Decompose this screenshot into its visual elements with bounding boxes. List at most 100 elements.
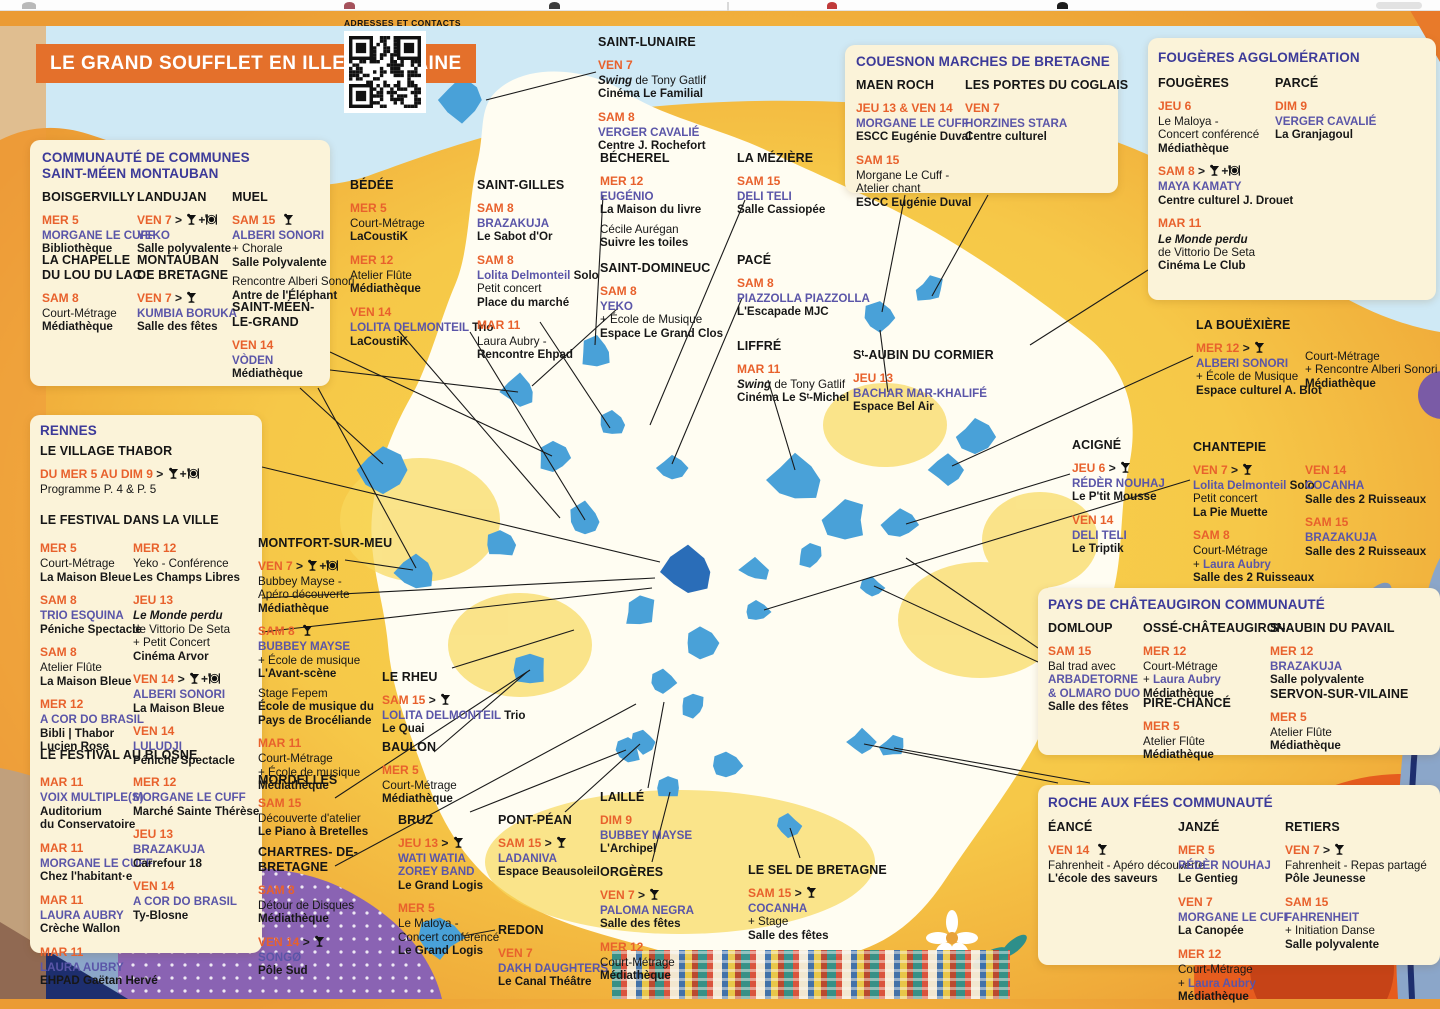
event-date: SAM 8 — [42, 290, 79, 305]
event-date-row: SAM 8 — [1193, 525, 1305, 544]
event: JEU 13 > WATI WATIA ZOREY BAND Le Grand Lo… — [398, 833, 516, 893]
event-date: VEN 14 — [258, 934, 300, 949]
event: SAM 8 VERGER CAVALIÉ Centre J. Rochefort — [598, 107, 738, 153]
event-date: VEN 7 — [258, 558, 293, 573]
event: MER 5 Atelier Flûte Médiathèque — [1270, 707, 1430, 753]
event-line: Court-Métrage — [600, 956, 675, 969]
event: MAR 11 LAURA AUBRY Crèche Wallon — [40, 890, 130, 936]
event-date-row: MER 12 — [40, 694, 130, 713]
event-date: VEN 7 — [1285, 842, 1320, 857]
event-date-row: VEN 14 — [133, 721, 258, 740]
date-separator: > — [1105, 460, 1120, 475]
event-date: SAM 8 — [477, 200, 514, 215]
browser-tab-icon[interactable] — [344, 2, 355, 9]
event-date: SAM 15 — [498, 835, 542, 850]
event-line: + École de Musique — [1196, 370, 1299, 384]
event-line: Découverte d'atelier — [258, 811, 361, 825]
town-block-saint-m-en-le-grand: SAINT-MÉEN- LE-GRAND VEN 14 VÒDEN Médiathèq… — [232, 300, 322, 387]
town-name: BRUZ — [398, 813, 434, 827]
line-segment: de Tony Gatlif — [771, 377, 846, 391]
event-line: L'Archipel — [600, 842, 657, 856]
event: MER 5 Court-Métrage Médiathèque — [382, 760, 492, 806]
event-date-row: SAM 15 > — [382, 690, 532, 709]
event-date: SAM 15 — [1285, 894, 1329, 909]
aperitif-glass-icon — [1119, 461, 1132, 474]
event-line: LAURA AUBRY — [40, 908, 124, 922]
panel-title-chateaugiron: PAYS DE CHÂTEAUGIRON COMMUNAUTÉ — [1048, 597, 1325, 612]
event-date-row: MER 5 — [382, 760, 492, 779]
event-date: MAR 11 — [258, 736, 302, 751]
event-line: ESCC Eugénie Duval — [856, 130, 972, 144]
aperitif-glass-icon — [306, 559, 319, 572]
town-name: ACIGNÉ — [1072, 438, 1122, 452]
browser-tab-icon[interactable] — [549, 2, 560, 9]
event-date: SAM 15 — [737, 173, 781, 188]
browser-tab-icon[interactable] — [1057, 2, 1068, 9]
town-name: LA MÉZIÈRE — [737, 151, 814, 165]
line-segment: Trio — [468, 321, 494, 335]
browser-tab-icon[interactable] — [827, 2, 837, 9]
date-separator: > — [171, 212, 186, 227]
event-date-row: MER 12 > — [1196, 338, 1346, 357]
event: SAM 8 TRIO ESQUINA Péniche Spectacle — [40, 590, 142, 636]
event-date-row: VEN 14 — [1072, 510, 1182, 529]
aperitif-glass-icon — [648, 888, 661, 901]
event-date-row: SAM 15 — [856, 150, 961, 169]
town-name: PACÉ — [737, 253, 772, 267]
date-separator: > — [438, 835, 452, 850]
event-line: Espace Le Grand Clos — [600, 326, 724, 340]
event-date: VEN 7 — [137, 212, 172, 227]
event: VEN 7 > Lolita Delmonteil Solo Petit conc… — [1193, 460, 1315, 520]
event-date: SAM 15 — [748, 885, 792, 900]
line-segment: Laura Aubry — [1188, 976, 1256, 990]
town-name: FOUGÈRES — [1158, 76, 1229, 90]
event: SAM 8 PIAZZOLLA PIAZZOLLA L'Escapade MJC — [737, 273, 887, 319]
town-name: OSSÉ-CHÂTEAUGIRON — [1143, 621, 1286, 635]
event-date-row: MER 12 — [1143, 641, 1268, 660]
event-date-row: MAR 11 — [40, 942, 130, 961]
line-segment: + — [1178, 976, 1188, 990]
event-line: COCANHA — [748, 901, 808, 915]
browser-tab-icon[interactable] — [22, 2, 36, 9]
event-line: LOLITA DELMONTEIL Trio — [350, 321, 493, 334]
event: SAM 8 Détour de Disques Médiathèque — [258, 880, 368, 926]
event-date-row: JEU 13 — [133, 590, 258, 609]
event: VEN 14 COCANHA Salle des 2 Ruisseaux — [1305, 460, 1440, 506]
event-line: Pôle Jeunesse — [1285, 872, 1366, 886]
town-block-saint-domineuc: SAINT-DOMINEUC SAM 8 YEKO + École de Musiqu… — [600, 261, 740, 346]
event: MAR 11 VOIX MULTIPLE(S) Auditorium du Conse… — [40, 772, 143, 832]
event-date: MER 12 — [600, 173, 644, 188]
event-date: MER 5 — [40, 541, 77, 555]
event-line: Salle des 2 Ruisseaux — [1305, 492, 1427, 506]
plus-sign: + — [201, 672, 209, 686]
town-name: ÉANCÉ — [1048, 820, 1093, 834]
event-line: LaCoustiK — [350, 334, 408, 348]
event-date-row: SAM 15 — [737, 171, 847, 190]
event-date: SAM 15 — [856, 152, 900, 167]
event-line: Péniche Spectacle — [133, 753, 235, 767]
event-date-row: VEN 14 > — [258, 932, 368, 951]
event-date-row: VEN 7 > + — [258, 556, 393, 575]
event-line: Centre culturel — [965, 130, 1047, 144]
aperitif-glass-icon — [452, 836, 465, 849]
event: MAR 11 Laura Aubry - Rencontre Ehpad — [477, 315, 597, 361]
event-line: Antre de l'Éléphant — [232, 288, 338, 302]
town-name: LE FESTIVAL DANS LA VILLE — [40, 513, 219, 527]
event-date-row: MER 5 — [1178, 840, 1283, 859]
event-date-row: SAM 8 — [598, 107, 738, 126]
event-date-row: JEU 13 — [133, 824, 258, 843]
event-date-row: SAM 8 — [40, 590, 130, 609]
event: VEN 7 > KUMBIA BORUKA Salle des fêtes — [137, 288, 237, 334]
event-date: SAM 8 — [600, 283, 637, 298]
plus-sign: + — [179, 466, 187, 481]
event-line: Atelier Flûte — [1143, 734, 1205, 748]
town-block-le-festival-au-blosne: LE FESTIVAL AU BLOSNE — [40, 748, 255, 768]
town-block-maen-roch: MAEN ROCH JEU 13 & VEN 14 MORGANE LE CUFF E… — [856, 78, 972, 215]
date-separator: > — [299, 934, 314, 949]
browser-control[interactable] — [1376, 2, 1422, 9]
event: VEN 14 LOLITA DELMONTEIL Trio LaCoustiK — [350, 302, 493, 348]
event-line: Concert conférencé — [398, 930, 500, 944]
event: VEN 14 > + ALBERI SONORI La Maison Bleue — [133, 669, 258, 715]
event-line: LOLITA DELMONTEIL Trio — [382, 709, 532, 722]
town-block-la-chapelle-du-lou-du-lac: LA CHAPELLE DU LOU DU LAC SAM 8 Court-Métr… — [42, 253, 142, 340]
